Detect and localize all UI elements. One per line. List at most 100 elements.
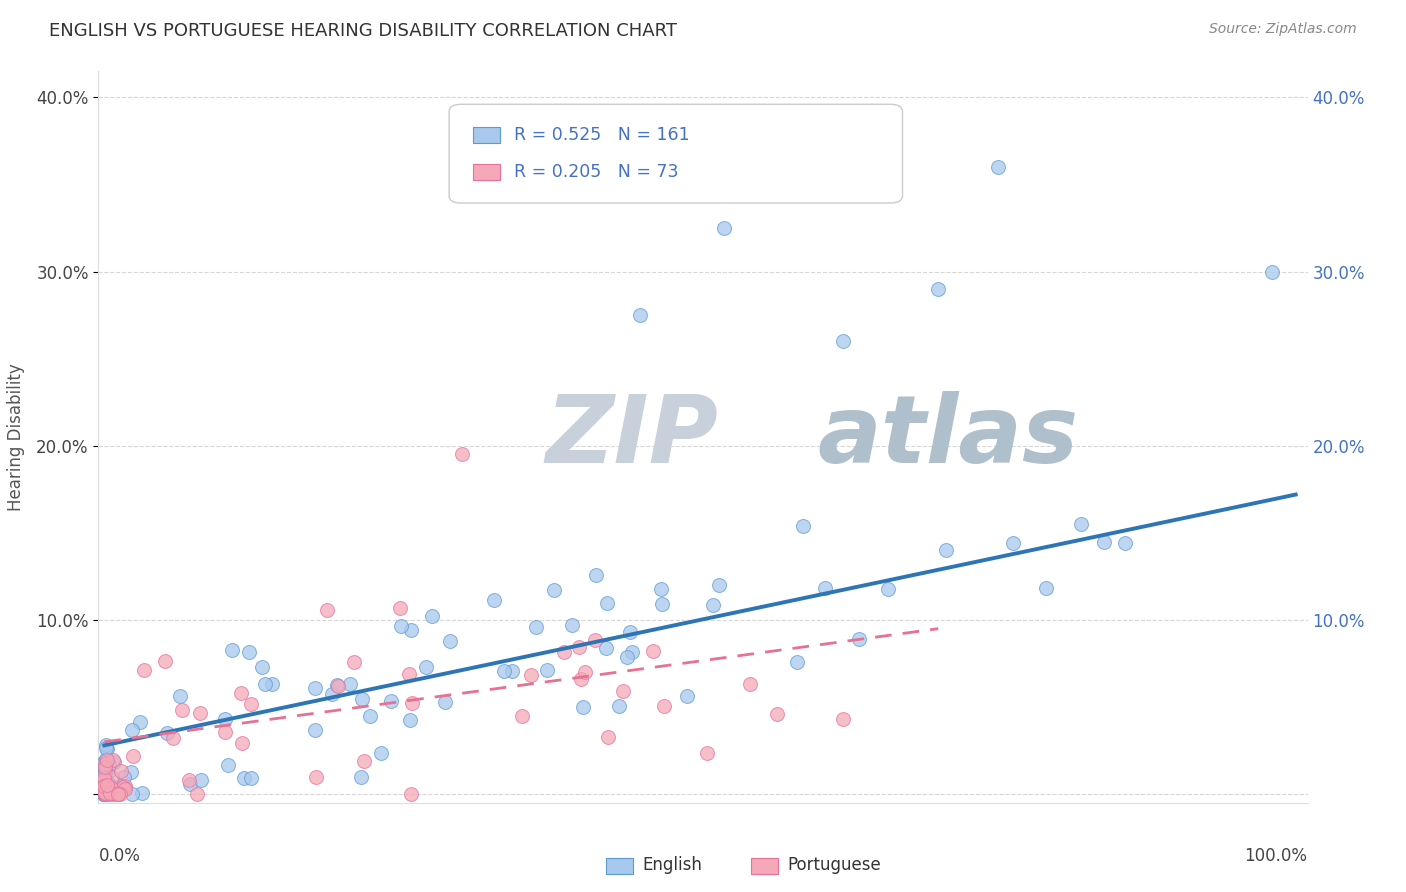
Point [651,598,673,612]
Point [121,723,143,737]
Point [239,771,262,785]
Point [596,596,619,610]
Point [94,779,117,793]
Text: Source: ZipAtlas.com: Source: ZipAtlas.com [1209,22,1357,37]
Point [97,777,120,791]
Point [94,785,117,799]
Point [315,603,337,617]
Point [97,787,120,801]
Point [93,786,115,800]
Point [574,665,596,680]
Point [93,772,115,787]
Point [94,786,117,800]
Point [433,695,456,709]
Point [100,784,122,798]
Point [101,786,124,800]
Point [96,767,118,781]
Point [1035,582,1057,596]
Text: ENGLISH VS PORTUGUESE HEARING DISABILITY CORRELATION CHART: ENGLISH VS PORTUGUESE HEARING DISABILITY… [49,22,678,40]
Point [94,779,117,793]
Point [253,677,276,691]
Point [350,692,373,706]
Point [832,334,855,349]
Point [94,779,117,793]
Point [510,709,533,723]
Point [94,786,117,800]
Point [250,659,273,673]
Point [121,787,143,801]
Point [94,780,117,795]
Point [172,703,194,717]
Point [93,772,115,786]
Point [305,770,328,784]
Point [93,787,115,801]
Point [156,725,179,739]
Point [1092,534,1115,549]
Point [93,760,115,774]
Point [93,787,115,801]
Point [94,785,117,799]
Point [93,765,115,780]
Point [398,713,420,727]
Point [607,699,630,714]
Point [93,787,115,801]
FancyBboxPatch shape [606,858,633,874]
Point [304,681,326,696]
Point [96,740,118,755]
Point [598,730,620,744]
Point [94,785,117,799]
Point [94,784,117,798]
Point [104,787,127,801]
Point [231,735,253,749]
Point [94,787,117,801]
Point [110,783,132,797]
Point [543,582,565,597]
Point [105,781,128,796]
Point [987,160,1010,174]
Point [94,785,117,799]
Point [94,786,117,800]
Point [169,689,191,703]
Point [630,308,652,322]
Point [96,785,118,799]
Point [108,780,131,794]
Point [98,786,121,800]
Point [96,785,118,799]
FancyBboxPatch shape [474,127,501,143]
Point [94,774,117,789]
Point [96,785,118,799]
Point [93,786,115,800]
Text: Portuguese: Portuguese [787,856,882,874]
Point [221,643,243,657]
Point [93,786,115,800]
Point [415,659,437,673]
Point [93,786,115,800]
Point [709,578,731,592]
Point [93,780,115,795]
Point [93,787,115,801]
Point [494,664,516,678]
Point [612,684,634,698]
Point [643,644,665,658]
Point [96,753,118,767]
Point [93,779,115,793]
Point [1070,517,1092,532]
Point [104,785,127,799]
Point [190,773,212,788]
Point [103,785,125,799]
Point [162,731,184,745]
Point [94,739,117,753]
Point [93,787,115,801]
Point [96,785,118,799]
Point [100,783,122,797]
Point [93,787,115,801]
Point [359,709,381,723]
Point [96,781,118,796]
Point [572,700,595,714]
Point [96,785,118,799]
Point [93,779,115,793]
Point [1261,265,1284,279]
Point [93,772,115,786]
Point [96,780,118,795]
Point [380,694,402,708]
